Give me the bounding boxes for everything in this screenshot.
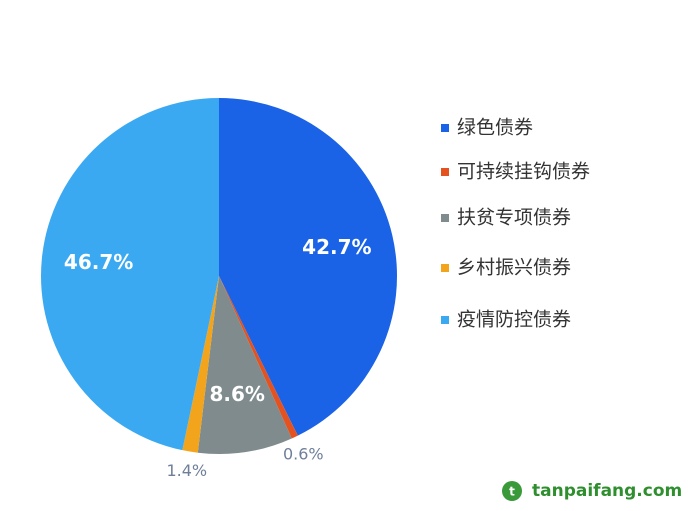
pie-slice [219,276,298,439]
watermark: tanpaifang.com [532,481,682,501]
pie-slice [197,276,292,454]
watermark-logo: t [502,481,522,501]
inside-label: 42.7% [302,235,371,259]
legend-label: 乡村振兴债券 [457,257,571,279]
legend-label: 绿色债券 [457,117,533,139]
pie-slice [219,98,397,436]
outside-label: 0.6% [283,445,324,464]
outside-label: 1.4% [166,461,207,480]
svg-text:t: t [509,485,515,499]
legend-label: 扶贫专项债券 [457,207,571,229]
legend-label: 疫情防控债券 [457,309,571,331]
legend-label: 可持续挂钩债券 [457,161,590,183]
inside-label: 46.7% [64,250,133,274]
legend-swatch [441,316,449,324]
pie-slice [182,276,219,453]
legend-swatch [441,168,449,176]
legend-swatch [441,124,449,132]
inside-label: 8.6% [209,382,264,406]
legend-swatch [441,214,449,222]
pie-slice [40,98,219,451]
legend-swatch [441,264,449,272]
